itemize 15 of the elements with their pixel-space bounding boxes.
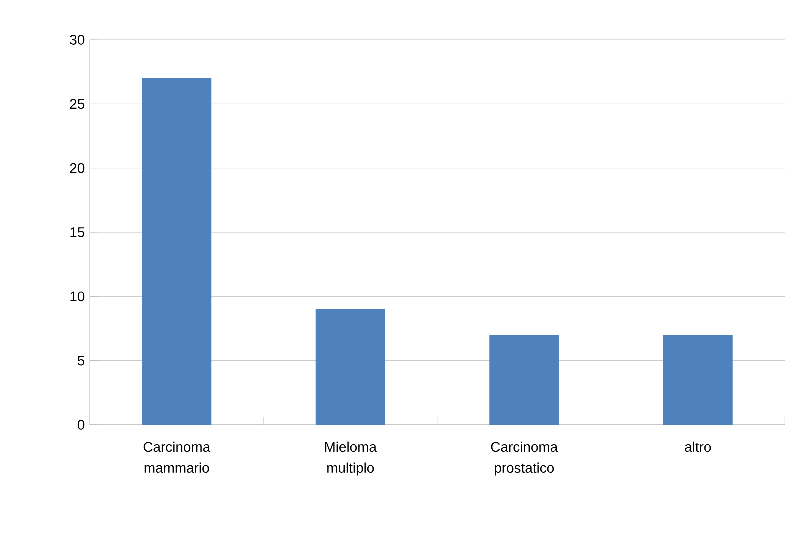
bar <box>663 335 733 425</box>
y-tick-label: 5 <box>78 356 85 366</box>
y-tick-label: 15 <box>70 228 85 238</box>
x-tick-label: Carcinoma mammario <box>144 442 211 474</box>
bar <box>316 310 386 425</box>
bar <box>490 335 560 425</box>
bar <box>142 78 212 425</box>
y-tick-label: 20 <box>70 163 85 174</box>
x-tick-label: altro <box>685 442 712 452</box>
y-tick-label: 10 <box>70 292 85 302</box>
y-tick-label: 0 <box>78 420 85 430</box>
y-tick-label: 30 <box>70 35 85 45</box>
y-tick-label: 25 <box>70 99 85 110</box>
x-tick-label: Mieloma multiplo <box>325 442 377 476</box>
x-tick-label: Carcinoma prostatico <box>491 442 558 476</box>
